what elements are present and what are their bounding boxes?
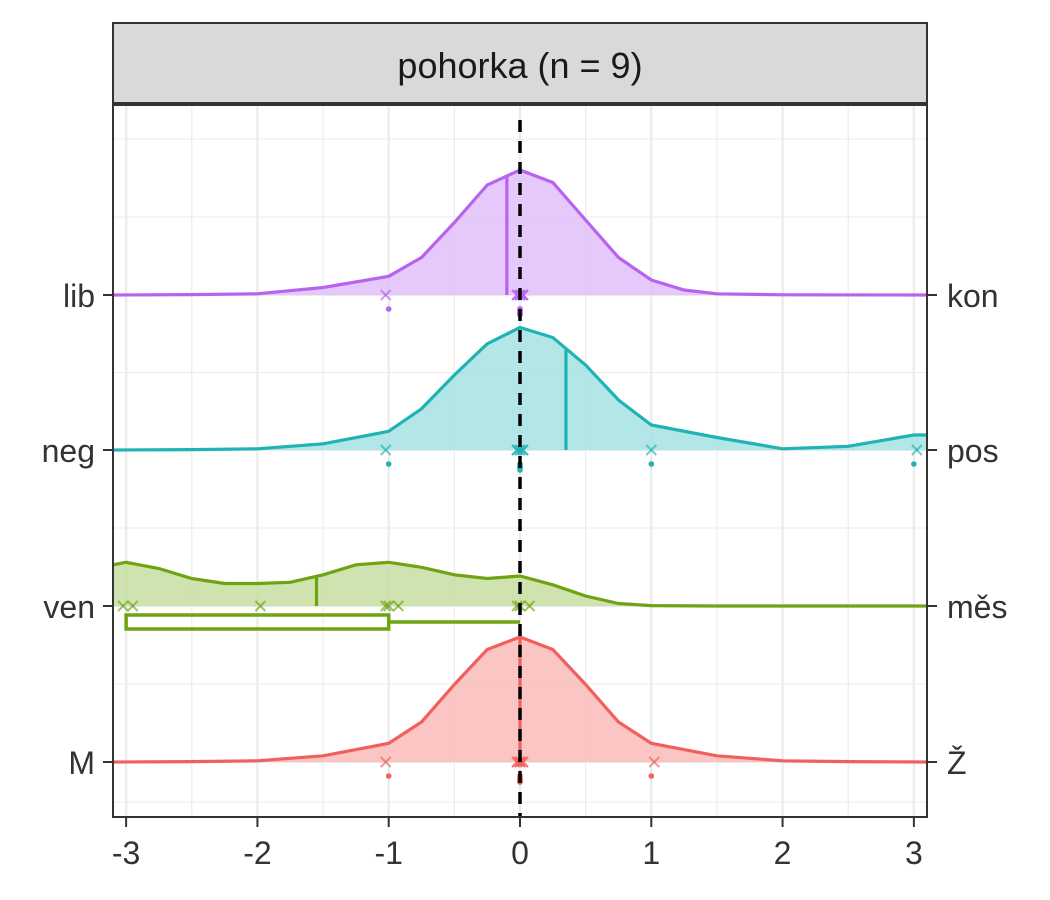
point-marker	[514, 444, 526, 456]
y-label-left: ven	[43, 589, 95, 625]
x-tick-label: 3	[905, 835, 923, 871]
point-dot	[385, 306, 392, 312]
axes: -3 -2 -1 0 1 2 3 lib kon neg pos ven měs M Ž	[42, 278, 1008, 871]
y-label-right: pos	[947, 433, 999, 469]
point-dot	[911, 461, 917, 467]
y-label-right: Ž	[947, 745, 967, 781]
y-label-right: měs	[947, 589, 1007, 625]
point-dot	[648, 461, 655, 467]
point-marker	[117, 600, 129, 612]
density-line	[112, 560, 927, 608]
point-dot	[385, 461, 392, 467]
x-tick-label: -1	[374, 835, 402, 871]
point-marker	[911, 444, 923, 456]
point-marker	[392, 600, 404, 612]
x-tick-label: 0	[511, 835, 529, 871]
x-tick-label: -2	[243, 835, 271, 871]
point-marker	[254, 600, 267, 612]
density-area	[113, 327, 927, 450]
point-dot	[648, 773, 655, 779]
point-marker	[380, 444, 392, 456]
point-marker	[523, 600, 536, 612]
y-label-left: lib	[63, 278, 95, 314]
point-marker	[380, 289, 392, 301]
x-tick-label: 2	[774, 835, 792, 871]
ridge-M	[112, 635, 928, 785]
point-marker	[645, 444, 657, 456]
x-tick-label: -3	[112, 835, 140, 871]
y-label-left: neg	[42, 433, 95, 469]
strip-background	[112, 22, 928, 104]
point-marker	[380, 600, 392, 612]
point-marker	[380, 756, 392, 768]
density-line	[112, 325, 927, 452]
point-dot	[385, 773, 392, 779]
point-marker	[126, 600, 139, 612]
strip-title: pohorka (n = 9)	[397, 45, 642, 86]
point-marker	[648, 756, 660, 768]
x-tick-label: 1	[642, 835, 660, 871]
point-marker	[383, 600, 395, 612]
y-label-left: M	[68, 745, 95, 781]
y-label-right: kon	[947, 278, 999, 314]
